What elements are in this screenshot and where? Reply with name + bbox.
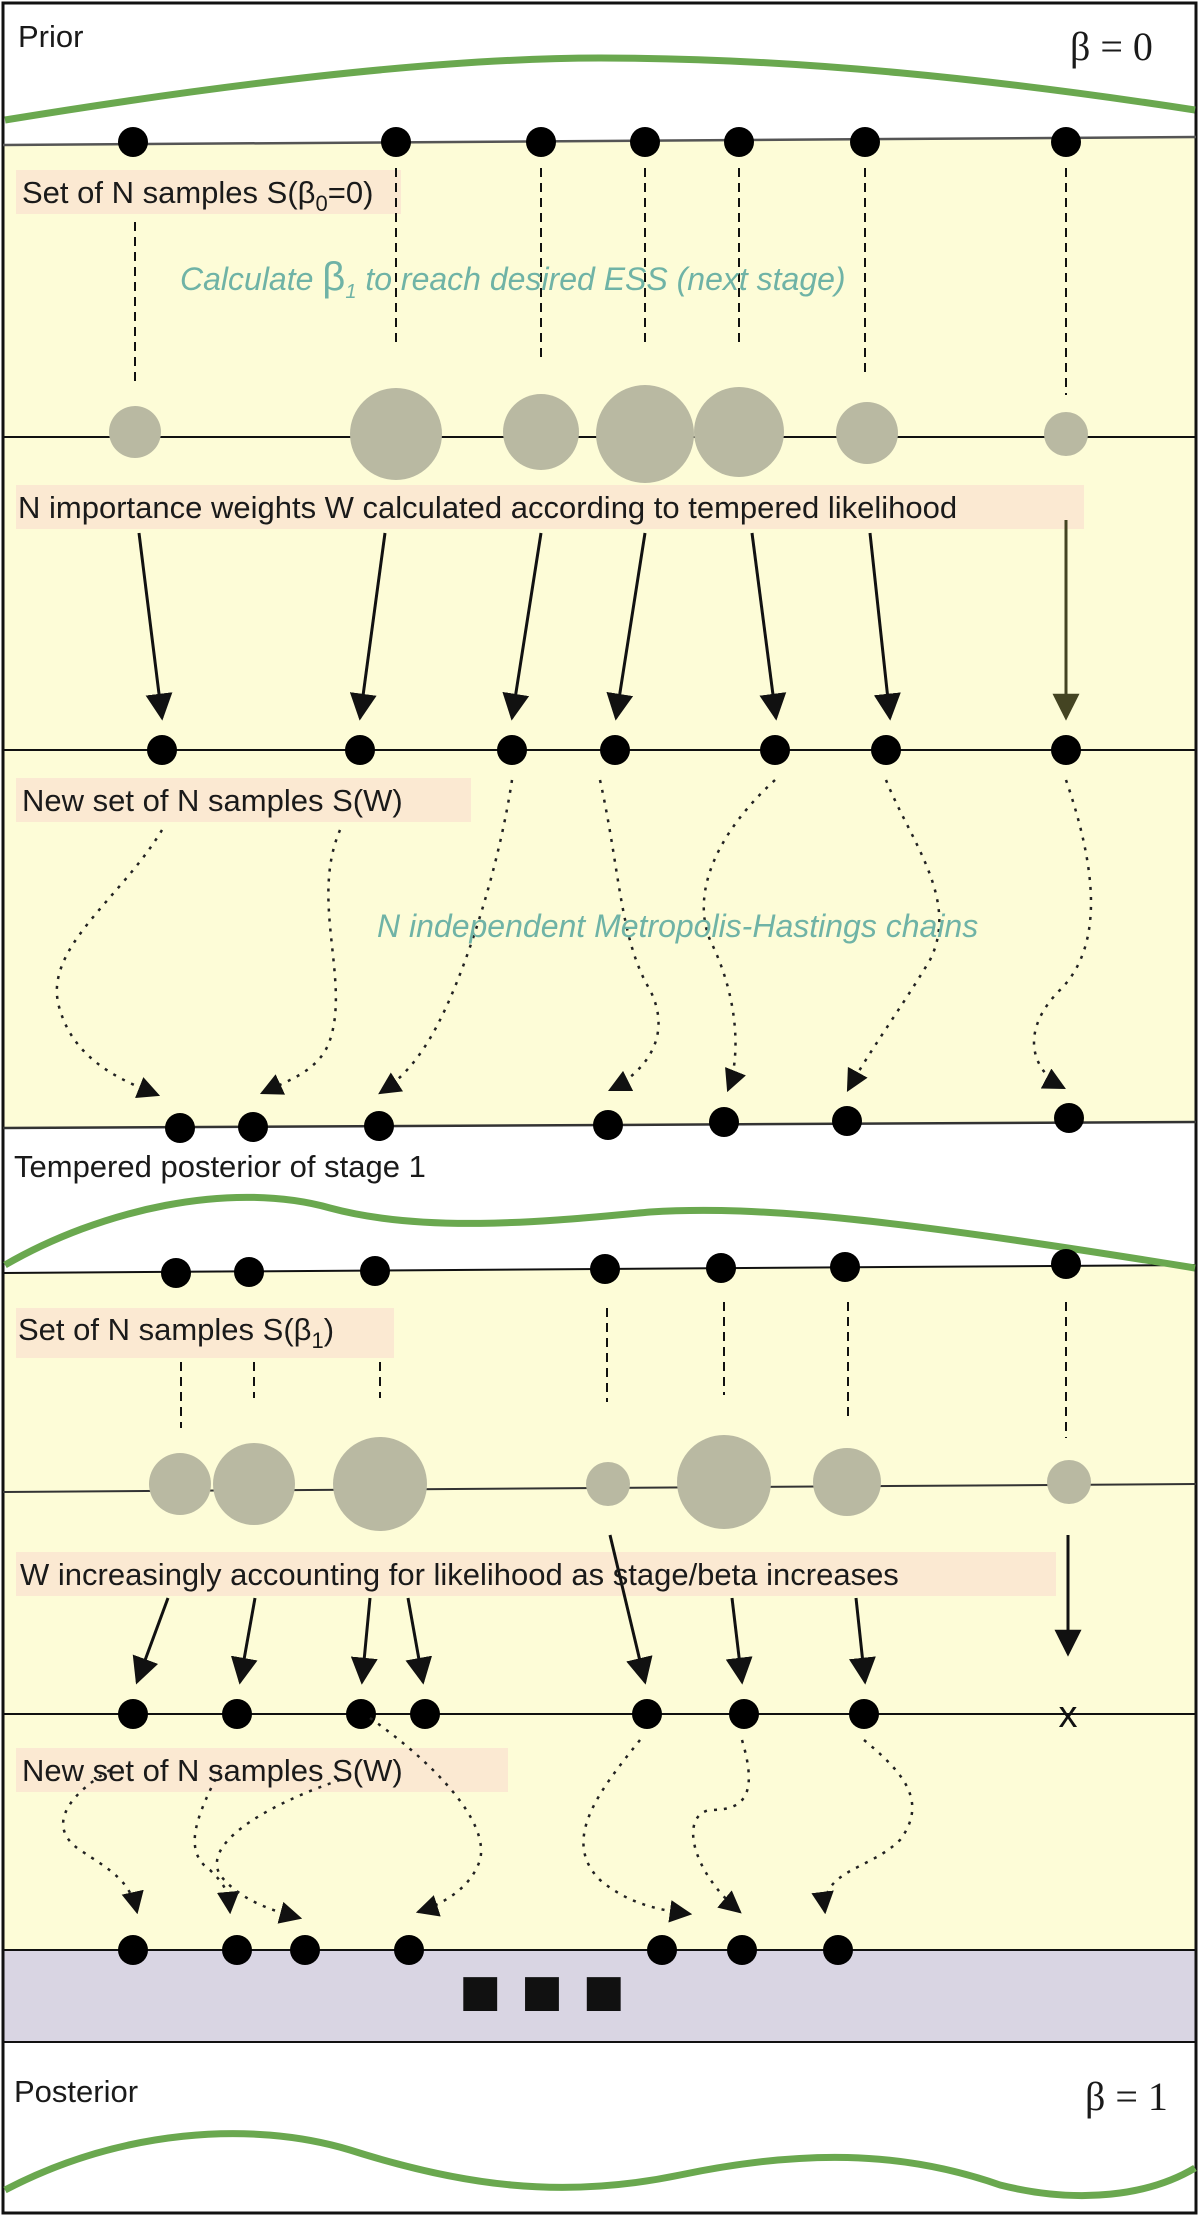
resampled-dots-1: [147, 735, 1081, 765]
highlight-samples-beta0: [16, 170, 401, 214]
w-increasing-label: W increasingly accounting for likelihood…: [20, 1557, 899, 1592]
prior-density-curve: [4, 54, 1196, 124]
calc-annotation-sub: 1: [345, 281, 356, 303]
new-set-label-1: New set of N samples S(W): [22, 783, 403, 818]
highlight-importance-weights: [16, 485, 1084, 529]
samples-beta0-text: Set of N samples S(β: [22, 175, 316, 210]
prior-sample-dashes: [134, 168, 1067, 395]
mh-chains-1: [55, 779, 1093, 1099]
stage1-sample-dashes: [180, 1302, 1067, 1438]
resample-arrows-1: [132, 1534, 1082, 1685]
discarded-sample-mark: x: [1059, 1694, 1078, 1736]
samples-beta1-end: ): [324, 1312, 334, 1347]
highlight-new-set-1: [16, 778, 471, 822]
mh-chains-annotation: N independent Metropolis-Hastings chains: [377, 908, 978, 944]
tempered-posterior-title: Tempered posterior of stage 1: [14, 1149, 426, 1184]
samples-beta1-label: Set of N samples S(β1): [18, 1312, 334, 1353]
band-stage-0: [3, 137, 1196, 1128]
continuation-ellipsis: ■ ■ ■: [459, 1952, 625, 2030]
resampled-dots-2: [118, 1699, 879, 1729]
highlight-w-increasing: [16, 1552, 1056, 1596]
prior-title: Prior: [18, 19, 83, 54]
tempered-posterior-curve: [3, 1193, 1196, 1272]
posterior-title: Posterior: [14, 2074, 138, 2109]
highlight-samples-beta1: [16, 1308, 394, 1358]
calc-annotation-post: to reach desired ESS (next stage): [356, 261, 845, 297]
calc-beta-annotation: Calculate β1 to reach desired ESS (next …: [180, 255, 846, 303]
samples-beta0-sub: 0: [316, 191, 328, 216]
posterior-density-curve: [3, 2130, 1197, 2199]
weight-circles-0: [109, 385, 1088, 483]
prior-sample-dots: [118, 127, 1081, 157]
mh-chains-2: [62, 1716, 914, 1924]
mh-end-dots-2: [118, 1935, 853, 1965]
line-prior-samples: [2, 135, 1197, 147]
importance-weights-label: N importance weights W calculated accord…: [18, 490, 957, 525]
calc-annotation-pre: Calculate: [180, 261, 322, 297]
new-set-label-2: New set of N samples S(W): [22, 1753, 403, 1788]
calc-annotation-beta: β: [322, 255, 345, 299]
samples-beta1-sub: 1: [312, 1328, 324, 1353]
highlight-new-set-2: [16, 1748, 508, 1792]
samples-beta1-text: Set of N samples S(β: [18, 1312, 312, 1347]
weight-circles-1: [149, 1435, 1091, 1531]
band-continuation: [3, 1950, 1196, 2042]
posterior-beta-label: β = 1: [1085, 2074, 1168, 2119]
prior-beta-label: β = 0: [1070, 24, 1153, 69]
samples-beta0-label: Set of N samples S(β0=0): [22, 175, 373, 216]
stage1-sample-dots: [161, 1249, 1081, 1288]
mh-end-dots-1: [165, 1103, 1084, 1143]
resample-arrows-0: [137, 532, 901, 721]
samples-beta0-end: =0): [328, 175, 374, 210]
